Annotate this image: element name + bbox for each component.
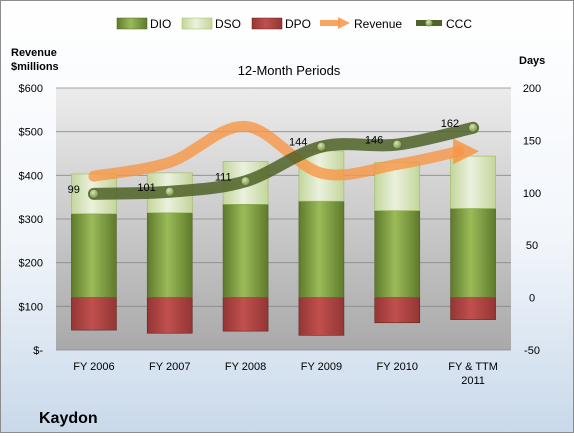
ccc-data-label: 111 [215, 171, 232, 183]
right-tick-label: 0 [529, 293, 535, 305]
bars [71, 150, 496, 336]
left-axis-ticks: $- $100 $200 $300 $400 $500 $600 [19, 83, 44, 357]
revenue-point [397, 164, 398, 165]
legend-swatch-revenue [320, 17, 350, 29]
right-axis-title: Days [519, 55, 545, 67]
right-tick-label: 150 [523, 135, 541, 147]
revenue-line-path [88, 120, 465, 182]
legend-swatch-ccc [416, 19, 442, 27]
left-tick-label: $500 [19, 127, 43, 139]
ccc-data-label: 144 [289, 137, 307, 149]
x-tick-label: FY 2009 [301, 361, 342, 373]
legend: DIO DSO DPO Revenue CCC [116, 17, 472, 31]
x-tick-label: FY & TTM 2011 [448, 361, 498, 387]
ccc-data-label: 99 [68, 184, 80, 196]
ccc-point [468, 123, 478, 133]
bar-dpo [222, 297, 269, 332]
revenue-point [169, 162, 170, 163]
ccc-data-label: 101 [137, 182, 155, 194]
legend-label-dio: DIO [150, 17, 171, 31]
x-tick-label: FY 2010 [377, 361, 418, 373]
legend-swatch-dso [181, 17, 213, 30]
right-tick-label: 100 [523, 188, 541, 200]
bar-dio [450, 208, 496, 298]
revenue-point [473, 151, 474, 152]
left-tick-label: $200 [19, 258, 43, 270]
right-axis-ticks: -50 0 50 100 150 200 [523, 83, 541, 357]
ccc-data-label: 162 [441, 118, 459, 130]
bar-dpo [374, 297, 421, 324]
gridlines [56, 87, 511, 351]
right-tick-label: -50 [524, 345, 540, 357]
ccc-line-path [87, 121, 480, 200]
bar-dpo [298, 297, 345, 336]
x-tick-label: FY 2008 [225, 361, 266, 373]
bar-dio [146, 212, 193, 298]
bar-dio [298, 200, 345, 298]
revenue-point [321, 173, 322, 174]
legend-label-ccc: CCC [446, 17, 472, 31]
legend-label-dpo: DPO [285, 17, 311, 31]
right-tick-label: 200 [523, 83, 541, 95]
left-axis-title: Revenue $millions [11, 47, 59, 73]
bar-dso [450, 155, 496, 209]
ccc-point [240, 176, 251, 187]
revenue-point [245, 126, 246, 127]
legend-label-revenue: Revenue [354, 17, 402, 31]
ccc-point [89, 189, 99, 199]
ccc-point [392, 139, 403, 150]
legend-swatch-dpo [251, 17, 283, 30]
ccc-line: 99 101 111 144 146 162 [68, 118, 480, 200]
legend-label-dso: DSO [215, 17, 241, 31]
revenue-line [88, 120, 480, 182]
ccc-point [164, 186, 175, 197]
bar-dio [222, 204, 269, 298]
chart-title: 12-Month Periods [238, 63, 341, 78]
bar-dpo [450, 297, 496, 320]
left-tick-label: $- [33, 345, 43, 357]
ccc-point [316, 141, 327, 152]
bar-dio [71, 213, 117, 298]
bar-dpo [146, 297, 193, 334]
right-tick-label: 50 [526, 240, 538, 252]
x-tick-label: FY 2007 [149, 361, 190, 373]
ccc-data-label: 146 [365, 135, 383, 147]
left-tick-label: $600 [19, 83, 43, 95]
revenue-arrowhead [453, 138, 480, 165]
left-tick-label: $400 [19, 170, 43, 182]
bar-dio [374, 210, 421, 298]
left-tick-label: $300 [19, 214, 43, 226]
company-name: Kaydon [39, 410, 98, 427]
x-tick-label: FY 2006 [73, 361, 114, 373]
left-tick-label: $100 [19, 301, 43, 313]
bar-dpo [71, 297, 117, 331]
legend-swatch-dio [116, 17, 148, 30]
x-axis-ticks: FY 2006 FY 2007 FY 2008 FY 2009 FY 2010 FY & … [73, 361, 498, 387]
revenue-point [93, 176, 94, 177]
